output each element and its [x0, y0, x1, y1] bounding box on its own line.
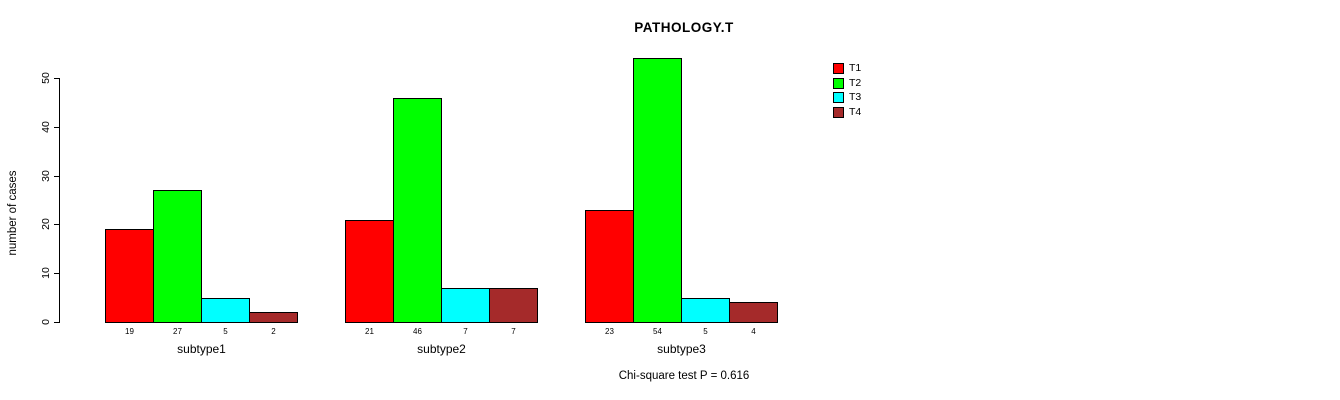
- bar-T4-subtype1: [249, 312, 298, 323]
- legend-swatch-icon: [833, 92, 844, 103]
- legend-swatch-icon: [833, 106, 844, 118]
- bar-T1-subtype2: [345, 220, 394, 323]
- legend-item-T4: T4: [833, 105, 862, 118]
- category-label-subtype2: subtype2: [417, 342, 466, 356]
- y-tick: [54, 127, 59, 128]
- y-tick-label: 40: [40, 121, 52, 133]
- legend-item-label: T2: [849, 76, 862, 89]
- bar-value-label: 21: [365, 327, 374, 336]
- y-tick: [54, 78, 59, 79]
- bar-T3-subtype2: [441, 288, 490, 323]
- legend-item-T3: T3: [833, 92, 861, 103]
- legend-item-label: T4: [849, 105, 862, 118]
- bar-value-label: 5: [223, 327, 228, 336]
- category-label-subtype3: subtype3: [657, 342, 706, 356]
- legend-swatch-icon: [833, 77, 844, 89]
- bar-value-label: 19: [125, 327, 134, 336]
- y-axis-label: number of cases: [7, 170, 19, 256]
- y-axis-line: [59, 78, 60, 323]
- legend-swatch-icon: [833, 63, 844, 74]
- category-label-subtype1: subtype1: [177, 342, 226, 356]
- legend-item-label: T3: [849, 91, 862, 103]
- bar-T2-subtype2: [393, 98, 442, 323]
- chi-square-annotation: Chi-square test P = 0.616: [618, 370, 750, 382]
- bar-T4-subtype3: [729, 302, 778, 323]
- y-tick: [54, 176, 59, 177]
- legend-item-T2: T2: [833, 76, 862, 89]
- y-tick-label: 20: [40, 218, 52, 230]
- y-tick: [54, 224, 59, 225]
- bar-value-label: 23: [605, 327, 614, 336]
- bar-T4-subtype2: [489, 288, 538, 323]
- chart-title: PATHOLOGY.T: [634, 20, 734, 35]
- bar-value-label: 4: [751, 327, 756, 336]
- y-tick-label: 30: [40, 170, 52, 182]
- bar-T3-subtype1: [201, 298, 250, 323]
- y-tick-label: 0: [40, 319, 52, 325]
- bar-value-label: 5: [703, 327, 708, 336]
- bar-value-label: 46: [413, 327, 422, 336]
- y-tick: [54, 273, 59, 274]
- bar-T3-subtype3: [681, 298, 730, 323]
- bar-value-label: 7: [463, 327, 468, 336]
- legend-item-label: T1: [849, 62, 862, 74]
- bar-value-label: 54: [653, 327, 662, 336]
- y-tick-label: 50: [40, 72, 52, 84]
- y-tick: [54, 322, 59, 323]
- bar-value-label: 7: [511, 327, 516, 336]
- bar-T1-subtype3: [585, 210, 634, 323]
- legend: T1 T2 T3 T4: [833, 63, 861, 121]
- bar-T2-subtype1: [153, 190, 202, 323]
- legend-item-T1: T1: [833, 63, 861, 74]
- bar-value-label: 27: [173, 327, 182, 336]
- y-tick-label: 10: [40, 267, 52, 279]
- bar-T1-subtype1: [105, 229, 154, 323]
- bar-T2-subtype3: [633, 58, 682, 323]
- bar-value-label: 2: [271, 327, 276, 336]
